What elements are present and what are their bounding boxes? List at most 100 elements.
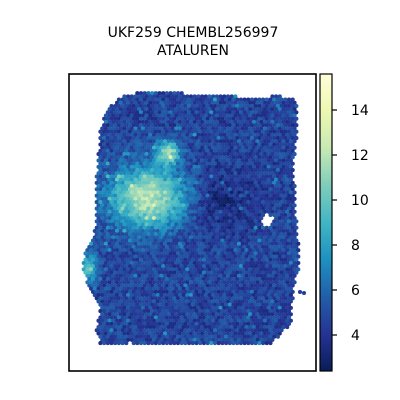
tissue-spot — [148, 190, 153, 195]
tissue-spot — [137, 139, 142, 144]
tissue-spot — [120, 334, 125, 339]
tissue-spot — [211, 100, 216, 105]
tissue-spot — [170, 267, 175, 272]
tissue-spot — [288, 152, 293, 157]
tissue-spot — [270, 94, 275, 99]
tissue-spot — [246, 341, 251, 346]
tissue-spot — [194, 123, 199, 128]
tissue-spot — [87, 283, 92, 288]
tissue-spot — [122, 235, 127, 240]
tissue-spot — [220, 148, 225, 153]
tissue-spot — [124, 289, 129, 294]
tissue-spot — [114, 235, 120, 240]
tissue-spot — [187, 341, 192, 346]
tissue-spot — [296, 241, 301, 246]
tissue-spot — [159, 164, 164, 169]
tissue-spot — [183, 309, 188, 314]
tissue-spot — [166, 299, 171, 304]
tissue-spot — [144, 145, 149, 150]
tissue-spot — [161, 148, 166, 153]
tissue-spot — [150, 174, 155, 179]
tissue-spot — [103, 203, 108, 208]
tissue-spot — [279, 328, 284, 333]
tissue-spot — [237, 190, 242, 195]
tissue-spot — [238, 200, 243, 205]
tissue-spot — [98, 270, 103, 275]
tissue-spot — [242, 321, 247, 326]
tissue-spot — [225, 164, 231, 169]
tissue-spot — [227, 289, 232, 294]
tissue-spot — [133, 241, 138, 246]
tissue-spot — [190, 296, 195, 301]
tissue-spot — [144, 94, 149, 99]
tissue-spot — [153, 225, 158, 230]
tissue-spot — [238, 206, 243, 211]
tissue-spot — [116, 174, 121, 179]
tissue-spot — [113, 168, 118, 173]
tissue-spot — [92, 235, 97, 240]
tissue-spot — [170, 260, 175, 266]
tissue-spot — [255, 286, 260, 291]
tissue-spot — [227, 200, 232, 205]
tissue-spot — [205, 103, 210, 109]
tissue-spot — [153, 283, 158, 288]
tissue-spot — [196, 228, 201, 234]
tissue-spot — [264, 289, 269, 294]
tissue-spot — [246, 219, 251, 224]
tissue-spot — [179, 180, 184, 185]
tissue-spot — [235, 283, 240, 288]
tissue-spot — [172, 264, 177, 269]
tissue-spot — [172, 110, 177, 115]
tissue-spot — [201, 225, 206, 230]
tissue-spot — [277, 241, 282, 246]
tissue-spot — [135, 116, 140, 121]
tissue-spot — [140, 126, 145, 131]
tissue-spot — [118, 177, 123, 182]
tissue-spot — [283, 232, 288, 237]
tissue-spot — [201, 168, 206, 173]
tissue-spot — [188, 325, 194, 330]
tissue-spot — [211, 228, 216, 234]
tissue-spot — [157, 136, 162, 141]
tissue-spot — [146, 97, 151, 102]
tissue-spot — [224, 264, 229, 269]
tissue-spot — [172, 193, 177, 198]
tissue-spot — [187, 97, 192, 102]
tissue-spot — [203, 241, 208, 246]
tissue-spot — [122, 164, 127, 169]
tissue-spot — [212, 136, 218, 141]
tissue-spot — [98, 334, 103, 339]
tissue-spot — [118, 293, 123, 298]
tissue-spot — [174, 158, 179, 163]
tissue-spot — [257, 148, 262, 153]
tissue-spot — [185, 100, 190, 105]
tissue-spot — [290, 283, 295, 288]
tissue-spot — [196, 318, 201, 323]
tissue-spot — [155, 158, 160, 163]
tissue-spot — [96, 260, 101, 266]
tissue-spot — [151, 222, 157, 227]
tissue-spot — [246, 334, 251, 339]
tissue-spot — [135, 257, 140, 262]
tissue-spot — [205, 136, 210, 141]
tissue-spot — [211, 190, 216, 195]
tissue-spot — [122, 273, 127, 278]
tissue-spot — [148, 299, 153, 304]
tissue-spot — [107, 260, 112, 266]
tissue-spot — [244, 145, 249, 150]
tissue-spot — [120, 136, 125, 141]
tissue-spot — [131, 328, 136, 333]
tissue-spot — [264, 257, 269, 262]
tissue-spot — [126, 216, 131, 221]
tissue-spot — [268, 168, 273, 173]
tissue-spot — [153, 328, 158, 333]
tissue-spot — [203, 139, 208, 144]
tissue-spot — [203, 235, 208, 240]
tissue-spot — [240, 286, 245, 291]
tissue-spot — [224, 200, 229, 205]
tissue-spot — [98, 193, 103, 198]
tissue-spot — [127, 276, 133, 282]
tissue-spot — [266, 119, 271, 125]
tissue-spot — [270, 100, 275, 105]
tissue-spot — [244, 228, 249, 234]
